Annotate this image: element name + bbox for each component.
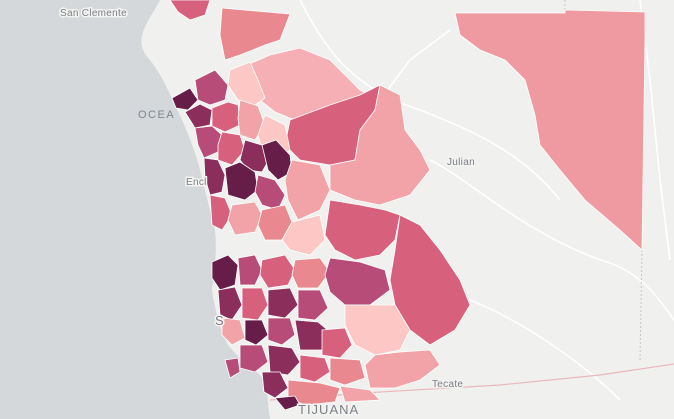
region-encinitas[interactable]: [203, 157, 226, 196]
label-san-diego: S: [215, 313, 225, 328]
region-kearny-mesa[interactable]: [267, 287, 299, 319]
region-old-town[interactable]: [244, 319, 269, 346]
region-utc[interactable]: [237, 254, 263, 286]
label-ocean: OCEA: [138, 109, 175, 121]
region-del-mar[interactable]: [209, 194, 233, 231]
region-jamul[interactable]: [364, 349, 441, 389]
region-oceanside-n[interactable]: [171, 87, 199, 111]
ocean-area: [0, 0, 270, 419]
roads: [299, 0, 674, 401]
region-lemon-grove[interactable]: [321, 327, 353, 359]
region-mission-valley[interactable]: [267, 317, 296, 346]
region-chula-vista-w[interactable]: [261, 371, 289, 399]
region-mission-bay[interactable]: [221, 317, 246, 346]
region-east-county[interactable]: [389, 214, 471, 346]
region-scripps[interactable]: [291, 257, 331, 289]
region-east[interactable]: [454, 9, 646, 251]
region-el-cajon[interactable]: [344, 304, 411, 356]
region-southeast[interactable]: [267, 344, 301, 376]
region-la-jolla[interactable]: [211, 254, 239, 291]
region-ramona[interactable]: [324, 199, 401, 261]
region-carmel-valley[interactable]: [227, 201, 263, 236]
region-spring-valley[interactable]: [329, 357, 366, 386]
region-north-4[interactable]: [227, 61, 266, 106]
region-ramona-n[interactable]: [329, 84, 431, 206]
region-tierrasanta[interactable]: [297, 289, 329, 321]
region-mira-mesa[interactable]: [259, 254, 296, 289]
region-north-2[interactable]: [169, 0, 211, 21]
region-san-ysidro[interactable]: [274, 395, 301, 411]
region-escondido[interactable]: [284, 159, 331, 221]
label-encinitas: Encl: [186, 177, 207, 188]
region-clairemont[interactable]: [241, 287, 269, 321]
region-coronado[interactable]: [224, 357, 241, 379]
region-national-city[interactable]: [299, 354, 331, 383]
region-north-1[interactable]: [219, 7, 291, 61]
label-tijuana: TIJUANA: [298, 402, 359, 417]
region-vista-e[interactable]: [237, 99, 266, 141]
region-oceanside[interactable]: [184, 103, 213, 129]
choropleth-regions: [169, 0, 646, 411]
region-pacific-beach[interactable]: [217, 286, 243, 321]
label-julian: Julian: [447, 157, 475, 168]
label-san-clemente: San Clemente: [60, 8, 127, 19]
region-poway[interactable]: [281, 214, 326, 256]
region-otay[interactable]: [339, 385, 381, 403]
region-downtown[interactable]: [239, 344, 269, 373]
label-tecate: Tecate: [432, 379, 463, 390]
